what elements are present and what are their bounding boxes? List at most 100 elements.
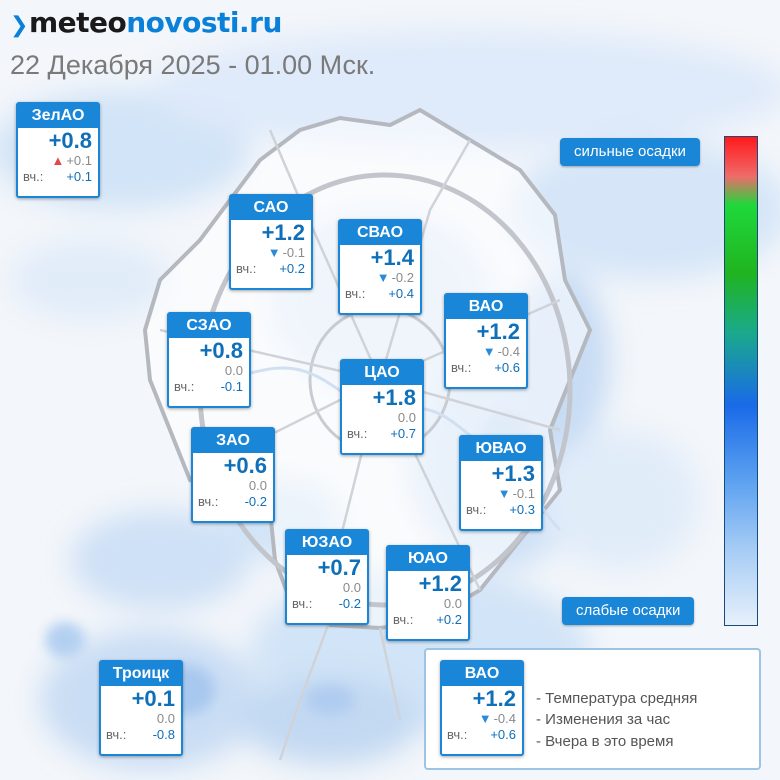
- district-name: ВАО: [446, 295, 526, 319]
- scale-label-strong: сильные осадки: [560, 138, 700, 166]
- district-yesterday: вч.: -0.8: [101, 727, 181, 743]
- district-temp: +1.3: [491, 461, 535, 486]
- district-change: 0.0: [342, 410, 422, 426]
- district-change-value: -0.4: [497, 344, 520, 359]
- district-yesterday: вч.: +0.6: [442, 727, 522, 743]
- trend-arrow-icon: ▼: [482, 344, 496, 359]
- yesterday-label: вч.:: [466, 502, 487, 517]
- scale-label-weak: слабые осадки: [562, 597, 695, 625]
- district-name: ЮАО: [388, 547, 468, 571]
- yesterday-value: +0.7: [390, 426, 416, 441]
- logo-text-part1: meteo: [28, 6, 127, 39]
- district-temp: +0.7: [317, 555, 361, 580]
- yesterday-value: +0.2: [279, 261, 305, 276]
- yesterday-value: -0.8: [152, 727, 175, 742]
- district-name: ЮВАО: [461, 437, 541, 461]
- yesterday-label: вч.:: [292, 596, 313, 611]
- yesterday-value: -0.1: [220, 379, 243, 394]
- district-card-vao: ВАО +1.2 ▼ -0.4 вч.: +0.6: [444, 293, 528, 389]
- yesterday-label: вч.:: [393, 612, 414, 627]
- yesterday-value: +0.2: [436, 612, 462, 627]
- district-name: Троицк: [101, 662, 181, 686]
- district-yesterday: вч.: +0.4: [340, 286, 420, 302]
- district-yesterday: вч.: +0.7: [342, 426, 422, 442]
- legend-line-change: - Изменения за час: [536, 711, 671, 728]
- district-temp: +0.1: [131, 686, 175, 711]
- yesterday-label: вч.:: [347, 426, 368, 441]
- legend-line-yesterday: - Вчера в это время: [536, 733, 674, 750]
- yesterday-value: +0.6: [490, 727, 516, 742]
- district-temp: +0.8: [199, 338, 243, 363]
- district-change: ▼ -0.1: [461, 486, 541, 502]
- district-temp: +0.8: [48, 128, 92, 153]
- district-change-value: 0.0: [342, 580, 361, 595]
- district-change: ▼ -0.4: [446, 344, 526, 360]
- district-yesterday: вч.: -0.2: [193, 494, 273, 510]
- district-temp: +1.2: [418, 571, 462, 596]
- district-change: 0.0: [193, 478, 273, 494]
- trend-arrow-icon: ▼: [497, 486, 511, 501]
- district-name: ЮЗАО: [287, 531, 367, 555]
- district-name: ВАО: [442, 662, 522, 686]
- district-name: СВАО: [340, 221, 420, 245]
- district-card-cao: ЦАО +1.8 0.0 вч.: +0.7: [340, 359, 424, 455]
- district-change-value: 0.0: [248, 478, 267, 493]
- district-change-value: -0.2: [391, 270, 414, 285]
- district-card-troitsk: Троицк +0.1 0.0 вч.: -0.8: [99, 660, 183, 756]
- yesterday-label: вч.:: [451, 360, 472, 375]
- district-card-yuzao: ЮЗАО +0.7 0.0 вч.: -0.2: [285, 529, 369, 625]
- district-card-yuvao: ЮВАО +1.3 ▼ -0.1 вч.: +0.3: [459, 435, 543, 531]
- district-card-zao: ЗАО +0.6 0.0 вч.: -0.2: [191, 427, 275, 523]
- district-temp: +1.2: [472, 686, 516, 711]
- district-temp: +1.8: [372, 385, 416, 410]
- district-change-value: -0.1: [282, 245, 305, 260]
- district-name: СЗАО: [169, 314, 249, 338]
- legend-example-card: ВАО +1.2 ▼ -0.4 вч.: +0.6: [440, 660, 524, 756]
- district-change: 0.0: [101, 711, 181, 727]
- district-change: ▲ +0.1: [18, 153, 98, 169]
- legend-line-temperature: - Температура средняя: [536, 690, 698, 707]
- district-yesterday: вч.: -0.1: [169, 379, 249, 395]
- district-change-value: -0.4: [493, 711, 516, 726]
- district-change: 0.0: [169, 363, 249, 379]
- district-temp: +0.6: [223, 453, 267, 478]
- yesterday-label: вч.:: [198, 494, 219, 509]
- trend-arrow-icon: ▲: [51, 153, 65, 168]
- yesterday-value: -0.2: [338, 596, 361, 611]
- district-change: ▼ -0.4: [442, 711, 522, 727]
- district-change: 0.0: [388, 596, 468, 612]
- precipitation-scale-bar: [724, 136, 758, 626]
- logo-mark-icon: ❯: [10, 13, 28, 38]
- district-card-szao: СЗАО +0.8 0.0 вч.: -0.1: [167, 312, 251, 408]
- district-card-svao: СВАО +1.4 ▼ -0.2 вч.: +0.4: [338, 219, 422, 315]
- trend-arrow-icon: ▼: [478, 711, 492, 726]
- district-name: ЗАО: [193, 429, 273, 453]
- district-name: ЦАО: [342, 361, 422, 385]
- yesterday-label: вч.:: [174, 379, 195, 394]
- forecast-datetime: 22 Декабря 2025 - 01.00 Мск.: [10, 50, 376, 80]
- district-name: САО: [231, 196, 311, 220]
- yesterday-label: вч.:: [23, 169, 44, 184]
- district-change-value: 0.0: [156, 711, 175, 726]
- district-change-value: 0.0: [397, 410, 416, 425]
- district-card-sao: САО +1.2 ▼ -0.1 вч.: +0.2: [229, 194, 313, 290]
- district-temp: +1.4: [370, 245, 414, 270]
- yesterday-label: вч.:: [447, 727, 468, 742]
- trend-arrow-icon: ▼: [267, 245, 281, 260]
- district-change-value: +0.1: [66, 153, 92, 168]
- district-yesterday: вч.: +0.3: [461, 502, 541, 518]
- district-change: ▼ -0.2: [340, 270, 420, 286]
- district-yesterday: вч.: +0.2: [231, 261, 311, 277]
- yesterday-value: +0.6: [494, 360, 520, 375]
- district-card-zelao: ЗелАО +0.8 ▲ +0.1 вч.: +0.1: [16, 102, 100, 198]
- district-yesterday: вч.: +0.1: [18, 169, 98, 185]
- yesterday-value: -0.2: [244, 494, 267, 509]
- yesterday-value: +0.4: [388, 286, 414, 301]
- district-change-value: 0.0: [224, 363, 243, 378]
- district-temp: +1.2: [476, 319, 520, 344]
- yesterday-label: вч.:: [345, 286, 366, 301]
- district-yesterday: вч.: +0.6: [446, 360, 526, 376]
- yesterday-label: вч.:: [236, 261, 257, 276]
- district-temp: +1.2: [261, 220, 305, 245]
